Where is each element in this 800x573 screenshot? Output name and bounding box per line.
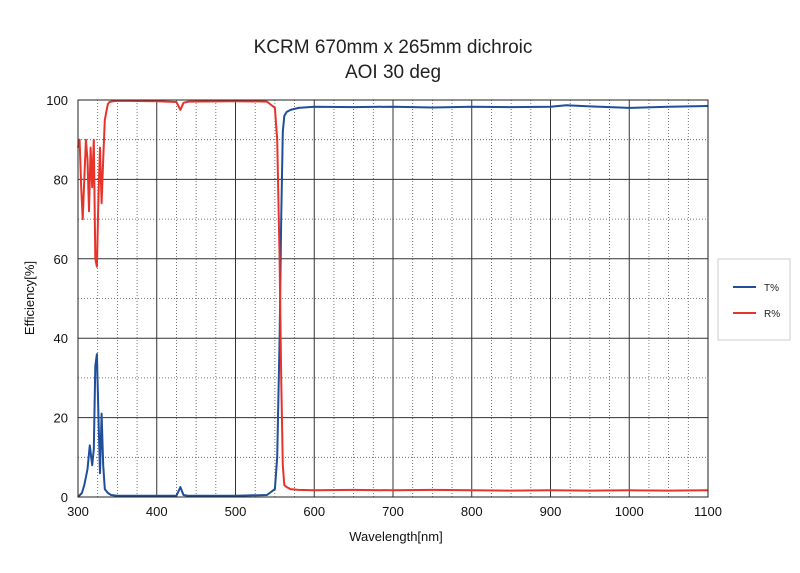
y-tick-label: 80 (54, 172, 68, 187)
x-tick-label: 400 (146, 504, 168, 519)
chart-subtitle: AOI 30 deg (345, 62, 441, 83)
legend: T% R% (717, 258, 791, 341)
x-axis-label: Wavelength[nm] (349, 529, 442, 544)
y-tick-label: 100 (46, 93, 68, 108)
x-tick-label: 900 (540, 504, 562, 519)
y-tick-label: 60 (54, 252, 68, 267)
chart-title: KCRM 670mm x 265mm dichroic (254, 37, 533, 58)
x-tick-label: 1100 (694, 504, 722, 519)
x-tick-label: 300 (67, 504, 89, 519)
series-lines (77, 99, 709, 498)
grid-major (78, 100, 708, 497)
y-tick-label: 20 (54, 411, 68, 426)
y-tick-label: 40 (54, 331, 68, 346)
x-tick-label: 1000 (615, 504, 644, 519)
series-line-r (77, 99, 709, 492)
x-tick-label: 700 (382, 504, 404, 519)
x-tick-label: 600 (303, 504, 325, 519)
x-tick-labels: 300 400 500 600 700 800 900 1000 1100 (67, 504, 722, 519)
x-tick-label: 500 (225, 504, 247, 519)
plot-frame (77, 99, 709, 498)
legend-box (717, 258, 791, 341)
series-line-t (77, 104, 709, 498)
legend-label-t: T% (764, 283, 779, 294)
legend-label-r: R% (764, 309, 780, 320)
y-axis-label: Efficiency[%] (22, 261, 37, 335)
x-tick-label: 800 (461, 504, 483, 519)
y-tick-labels: 0 20 40 60 80 100 (46, 93, 68, 505)
y-tick-label: 0 (61, 490, 68, 505)
